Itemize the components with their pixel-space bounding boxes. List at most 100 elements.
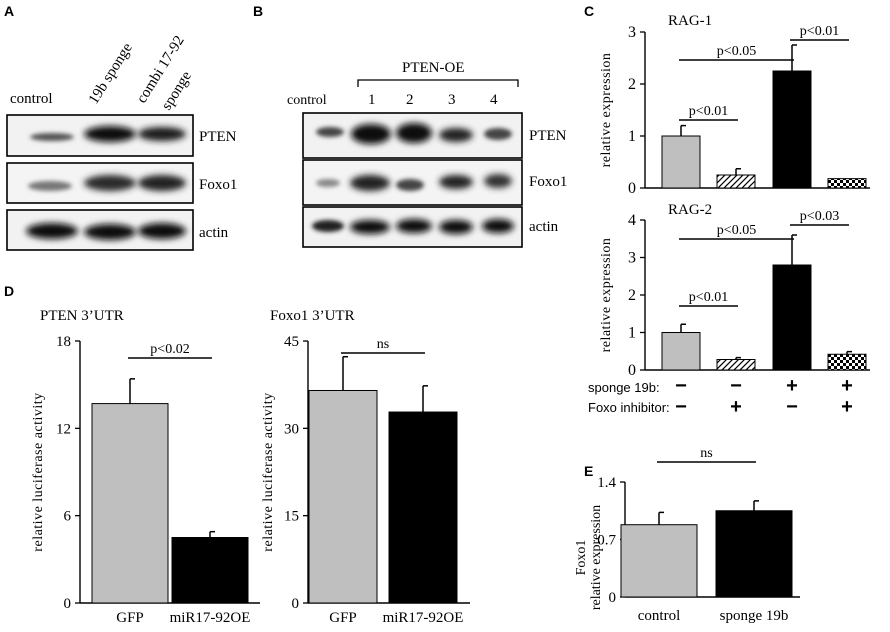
significance-label: p<0.01 xyxy=(689,290,728,305)
significance-label: p<0.01 xyxy=(800,24,839,39)
chart-title: RAG-1 xyxy=(668,13,712,29)
band xyxy=(439,220,473,234)
bar xyxy=(715,510,793,598)
y-tick-label: 1.4 xyxy=(597,475,616,491)
chart-title: PTEN 3’UTR xyxy=(40,308,124,324)
y-axis-label: Foxo1 xyxy=(574,540,589,576)
x-tick-label: control xyxy=(638,608,681,624)
pten-oe-bracket xyxy=(357,79,519,87)
band xyxy=(351,124,391,144)
band xyxy=(396,179,424,191)
lane-number-4: 4 xyxy=(490,92,498,108)
lane-number-3: 3 xyxy=(448,92,456,108)
y-axis-label: relative expression xyxy=(599,53,614,168)
condition-label-sponge19b: sponge 19b: xyxy=(588,380,660,395)
band xyxy=(138,175,186,191)
panel-letter-b: B xyxy=(253,3,263,19)
y-tick-label: 0 xyxy=(628,180,636,197)
condition-sign: + xyxy=(841,375,853,397)
band xyxy=(439,128,473,142)
y-tick-label: 4 xyxy=(628,212,636,229)
band xyxy=(350,175,390,191)
x-tick-label: miR17-92OE xyxy=(383,610,464,626)
band xyxy=(138,223,186,239)
y-axis-label: relative expression xyxy=(589,505,604,610)
pten-oe-label: PTEN-OE xyxy=(402,60,465,76)
chart-rag1: 0 1 2 3 RAG-1 relative expression p<0.01 p<0.05… xyxy=(599,13,870,197)
band xyxy=(350,220,390,234)
band xyxy=(26,223,78,239)
y-tick-label: 0 xyxy=(628,362,636,379)
lane-label-control: control xyxy=(10,91,53,107)
y-tick-label: 45 xyxy=(284,334,299,350)
panel-letter-c: C xyxy=(584,3,594,19)
y-tick-label: 15 xyxy=(284,509,299,525)
y-axis-label: relative luciferase activity xyxy=(261,392,276,551)
condition-sign: + xyxy=(786,375,798,397)
significance-label: ns xyxy=(377,337,389,352)
bar xyxy=(827,353,867,371)
band xyxy=(316,127,344,137)
bar xyxy=(388,411,458,604)
y-axis-label: relative expression xyxy=(599,238,614,353)
y-tick-label: 2 xyxy=(628,76,636,93)
y-tick-label: 1 xyxy=(628,128,636,145)
band xyxy=(84,126,136,142)
bar xyxy=(772,70,812,189)
condition-label-foxo-inhibitor: Foxo inhibitor: xyxy=(588,400,670,415)
panel-letter-d: D xyxy=(4,283,14,299)
band xyxy=(30,133,74,141)
x-tick-label: sponge 19b xyxy=(720,608,789,624)
blot-label-a-actin: actin xyxy=(199,225,229,241)
blot-label-b-actin: actin xyxy=(529,219,559,235)
y-tick-label: 18 xyxy=(56,334,71,350)
significance-label: p<0.01 xyxy=(689,104,728,119)
y-tick-label: 2 xyxy=(628,287,636,304)
band xyxy=(84,224,136,240)
band xyxy=(316,179,340,187)
y-axis-label: relative luciferase activity xyxy=(31,392,46,551)
bar xyxy=(661,135,701,189)
panel-c-conditions-table: sponge 19b: Foxo inhibitor: − − + +− + − + xyxy=(588,375,853,418)
y-tick-label: 6 xyxy=(64,509,72,525)
condition-sign: − xyxy=(675,396,687,418)
bar xyxy=(308,389,378,604)
y-tick-label: 1 xyxy=(628,325,636,342)
significance-label: p<0.05 xyxy=(717,223,756,238)
y-tick-label: 3 xyxy=(628,24,636,41)
condition-sign: − xyxy=(786,396,798,418)
y-tick-label: 30 xyxy=(284,421,299,437)
y-tick-label: 0.7 xyxy=(597,533,616,549)
panel-letter-e: E xyxy=(584,463,593,479)
bar xyxy=(716,359,756,371)
significance-label: p<0.02 xyxy=(150,342,189,357)
band xyxy=(482,219,514,233)
condition-sign: + xyxy=(730,396,742,418)
significance-label: p<0.03 xyxy=(800,209,839,224)
x-tick-label: miR17-92OE xyxy=(170,610,251,626)
x-tick-label: GFP xyxy=(116,610,144,626)
y-tick-label: 0 xyxy=(609,590,617,606)
significance-label: p<0.05 xyxy=(717,44,756,59)
panel-letter-a: A xyxy=(4,3,14,19)
chart-title: Foxo1 3’UTR xyxy=(270,308,355,324)
lane-number-1: 1 xyxy=(368,92,376,108)
bar xyxy=(91,403,169,604)
bar xyxy=(171,537,249,604)
band xyxy=(138,127,186,141)
band xyxy=(439,175,473,189)
condition-signs: − − + +− + − + xyxy=(675,375,853,418)
bar xyxy=(661,332,701,371)
chart-title: RAG-2 xyxy=(668,202,712,218)
blot-label-b-foxo1: Foxo1 xyxy=(529,174,567,190)
y-tick-label: 3 xyxy=(628,250,636,267)
chart-foxo1-expression: 0 0.7 1.4 Foxo1 relative expression control sp… xyxy=(574,446,800,624)
lane-number-2: 2 xyxy=(406,92,414,108)
y-tick-label: 0 xyxy=(64,596,72,612)
condition-sign: − xyxy=(730,375,742,397)
band xyxy=(396,219,432,233)
chart-foxo1-3utr: 0 15 30 45 Foxo1 3’UTR relative luciferase ac… xyxy=(261,308,470,626)
condition-sign: + xyxy=(841,396,853,418)
significance-label: ns xyxy=(700,446,712,461)
band xyxy=(484,174,512,188)
